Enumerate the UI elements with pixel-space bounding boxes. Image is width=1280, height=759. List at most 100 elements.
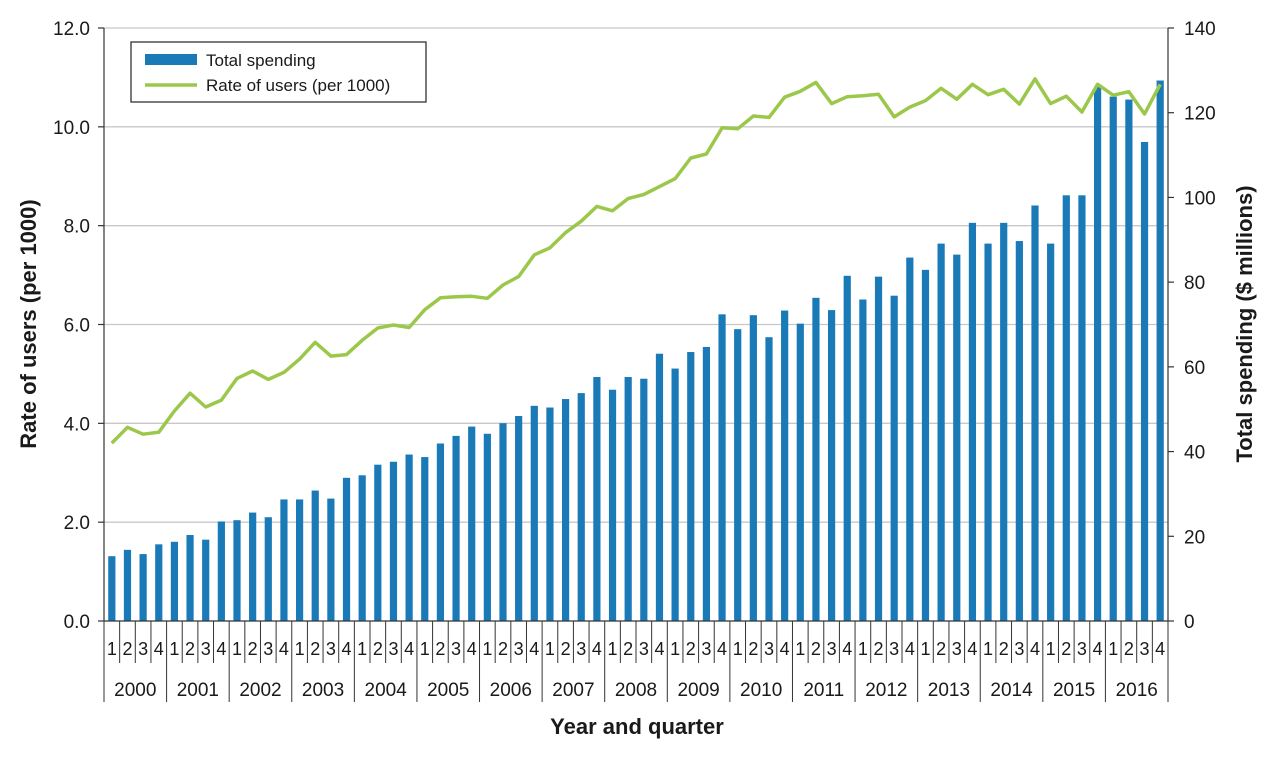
spending-bar bbox=[687, 352, 695, 621]
spending-bar bbox=[468, 426, 476, 621]
quarter-tick-label: 2 bbox=[686, 639, 696, 659]
spending-bar bbox=[499, 423, 507, 621]
year-tick-label: 2004 bbox=[365, 680, 408, 701]
legend-label-rate-of-users: Rate of users (per 1000) bbox=[206, 76, 390, 95]
right-tick-label: 140 bbox=[1184, 19, 1216, 40]
spending-bar bbox=[671, 368, 679, 621]
year-tick-label: 2012 bbox=[865, 680, 907, 701]
left-tick-label: 0.0 bbox=[64, 612, 90, 633]
legend-swatch-total-spending bbox=[145, 54, 197, 65]
spending-bar bbox=[108, 556, 116, 621]
quarter-tick-label: 4 bbox=[717, 639, 727, 659]
left-tick-label: 8.0 bbox=[64, 217, 90, 238]
quarter-tick-label: 2 bbox=[122, 639, 132, 659]
spending-bar bbox=[249, 512, 257, 621]
quarter-tick-label: 1 bbox=[1046, 639, 1056, 659]
spending-bar bbox=[358, 475, 366, 621]
spending-bar bbox=[155, 544, 163, 621]
year-tick-label: 2015 bbox=[1053, 680, 1095, 701]
spending-bar bbox=[217, 521, 225, 621]
quarter-tick-label: 4 bbox=[654, 639, 664, 659]
quarter-tick-label: 3 bbox=[639, 639, 649, 659]
quarter-tick-label: 2 bbox=[1124, 639, 1134, 659]
spending-bar bbox=[342, 477, 351, 621]
quarter-tick-label: 4 bbox=[154, 639, 164, 659]
quarter-tick-label: 2 bbox=[498, 639, 508, 659]
quarter-tick-label: 4 bbox=[905, 639, 915, 659]
year-tick-label: 2000 bbox=[114, 680, 156, 701]
quarter-tick-label: 2 bbox=[623, 639, 633, 659]
quarter-tick-label: 2 bbox=[1061, 639, 1071, 659]
spending-bar bbox=[781, 310, 789, 621]
quarter-tick-label: 1 bbox=[608, 639, 618, 659]
spending-bar bbox=[436, 443, 445, 621]
spending-bar bbox=[1125, 99, 1133, 622]
left-tick-label: 2.0 bbox=[64, 513, 90, 534]
spending-bar bbox=[796, 323, 804, 621]
spending-bar bbox=[718, 314, 726, 621]
spending-bar bbox=[640, 378, 648, 621]
quarter-tick-label: 4 bbox=[467, 639, 477, 659]
spending-bar bbox=[765, 337, 773, 621]
quarter-tick-label: 2 bbox=[435, 639, 445, 659]
spending-bar bbox=[843, 275, 851, 621]
year-tick-label: 2002 bbox=[239, 680, 281, 701]
spending-bar bbox=[1093, 86, 1102, 621]
quarter-tick-label: 3 bbox=[701, 639, 711, 659]
quarter-tick-label: 3 bbox=[952, 639, 962, 659]
spending-bar bbox=[577, 393, 585, 621]
spending-bar bbox=[1031, 205, 1039, 621]
quarter-tick-label: 3 bbox=[1014, 639, 1024, 659]
spending-bar bbox=[1078, 195, 1086, 621]
quarter-tick-label: 1 bbox=[420, 639, 430, 659]
spending-bar bbox=[123, 549, 132, 621]
right-tick-label: 120 bbox=[1184, 104, 1216, 125]
spending-bars bbox=[108, 80, 1164, 622]
spending-bar bbox=[280, 499, 288, 621]
spending-bar bbox=[624, 377, 632, 621]
spending-bar bbox=[1015, 241, 1023, 621]
spending-bar bbox=[890, 295, 898, 621]
year-tick-label: 2010 bbox=[740, 680, 782, 701]
quarter-tick-label: 1 bbox=[295, 639, 305, 659]
quarter-tick-label: 3 bbox=[1077, 639, 1087, 659]
spending-bar bbox=[515, 415, 523, 621]
left-y-axis-ticks: 0.0 2.0 4.0 6.0 8.0 10.0 12.0 bbox=[53, 19, 104, 633]
quarter-tick-label: 1 bbox=[482, 639, 492, 659]
year-tick-label: 2011 bbox=[803, 680, 844, 701]
quarter-tick-label: 4 bbox=[342, 639, 352, 659]
quarter-tick-label: 3 bbox=[326, 639, 336, 659]
spending-bar bbox=[608, 389, 617, 621]
spending-bar bbox=[1109, 96, 1117, 621]
spending-bar bbox=[812, 297, 820, 621]
quarter-tick-label: 2 bbox=[310, 639, 320, 659]
right-tick-label: 80 bbox=[1184, 273, 1205, 294]
quarter-tick-label: 3 bbox=[576, 639, 586, 659]
quarter-tick-label: 1 bbox=[858, 639, 868, 659]
quarter-tick-label: 1 bbox=[545, 639, 555, 659]
quarter-tick-label: 3 bbox=[263, 639, 273, 659]
quarter-tick-label: 2 bbox=[561, 639, 571, 659]
left-tick-label: 12.0 bbox=[53, 19, 90, 40]
left-tick-label: 6.0 bbox=[64, 316, 90, 337]
spending-bar bbox=[749, 315, 757, 621]
right-tick-label: 40 bbox=[1184, 443, 1205, 464]
quarter-tick-label: 2 bbox=[185, 639, 195, 659]
legend-label-total-spending: Total spending bbox=[206, 51, 316, 70]
quarter-tick-label: 4 bbox=[279, 639, 289, 659]
spending-bar bbox=[859, 299, 867, 621]
year-tick-label: 2016 bbox=[1116, 680, 1158, 701]
spending-bar bbox=[1140, 141, 1149, 621]
spending-bar bbox=[530, 405, 538, 621]
quarter-tick-label: 3 bbox=[889, 639, 899, 659]
spending-bar bbox=[327, 498, 335, 621]
spending-bar bbox=[827, 310, 836, 621]
quarter-tick-label: 1 bbox=[920, 639, 930, 659]
spending-bar bbox=[1062, 195, 1070, 621]
quarter-tick-label: 3 bbox=[138, 639, 148, 659]
quarter-tick-label: 3 bbox=[514, 639, 524, 659]
spending-bar bbox=[233, 520, 241, 621]
year-tick-label: 2009 bbox=[677, 680, 719, 701]
